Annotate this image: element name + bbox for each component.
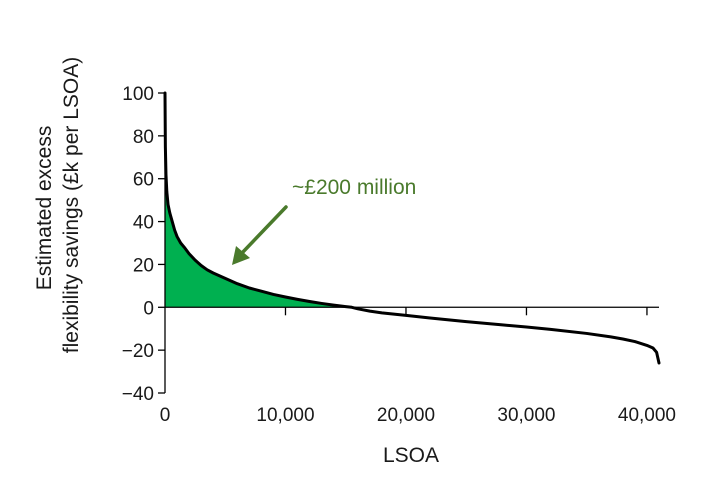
axes — [164, 93, 659, 393]
x-ticks: 0 10,000 20,000 30,000 40,000 — [160, 307, 676, 426]
x-tick-label: 0 — [160, 405, 171, 426]
annotation-arrow — [232, 205, 288, 265]
x-tick-label: 10,000 — [256, 405, 314, 426]
y-tick-label: 80 — [133, 127, 154, 148]
y-tick-label: −40 — [122, 384, 154, 405]
y-tick-label: 40 — [133, 213, 154, 234]
y-tick-label: 0 — [143, 298, 154, 319]
y-ticks: −40 −20 0 20 40 60 80 100 — [122, 84, 165, 405]
shaded-area — [165, 93, 352, 308]
annotation-text: ~£200 million — [292, 176, 416, 199]
shaded-area-layer — [165, 93, 352, 308]
y-axis-label-line-2: flexibility savings (£k per LSOA) — [60, 57, 83, 353]
series-line — [163, 91, 661, 365]
y-tick-label: 60 — [133, 170, 154, 191]
y-tick-label: 100 — [122, 84, 154, 105]
y-tick-label: 20 — [133, 255, 154, 276]
y-axis-label: Estimated excess flexibility savings (£k… — [33, 57, 83, 353]
curve-layer — [163, 91, 661, 365]
y-axis-label-line-1: Estimated excess — [33, 126, 56, 291]
x-axis-label: LSOA — [383, 444, 439, 467]
y-tick-label: −20 — [122, 341, 154, 362]
x-tick-label: 40,000 — [618, 405, 676, 426]
x-tick-label: 20,000 — [377, 405, 435, 426]
x-tick-label: 30,000 — [497, 405, 555, 426]
